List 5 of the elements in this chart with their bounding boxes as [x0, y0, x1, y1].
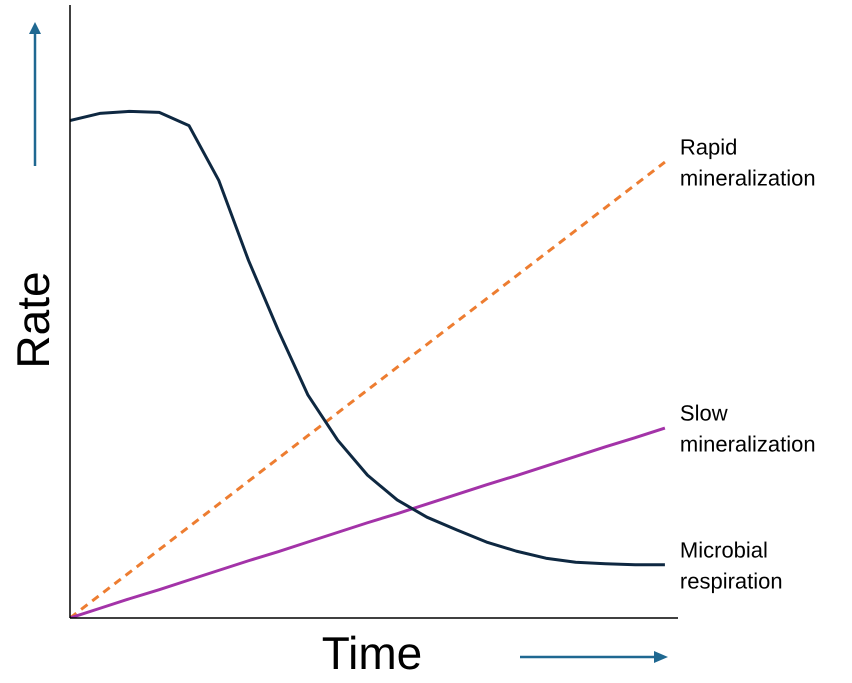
series-label: Slow mineralization — [680, 400, 816, 457]
x-axis-title: Time — [322, 626, 422, 680]
y-axis-title: Rate — [6, 271, 60, 369]
series-label: Microbial respiration — [680, 537, 783, 594]
series-label: Rapid mineralization — [680, 134, 816, 191]
